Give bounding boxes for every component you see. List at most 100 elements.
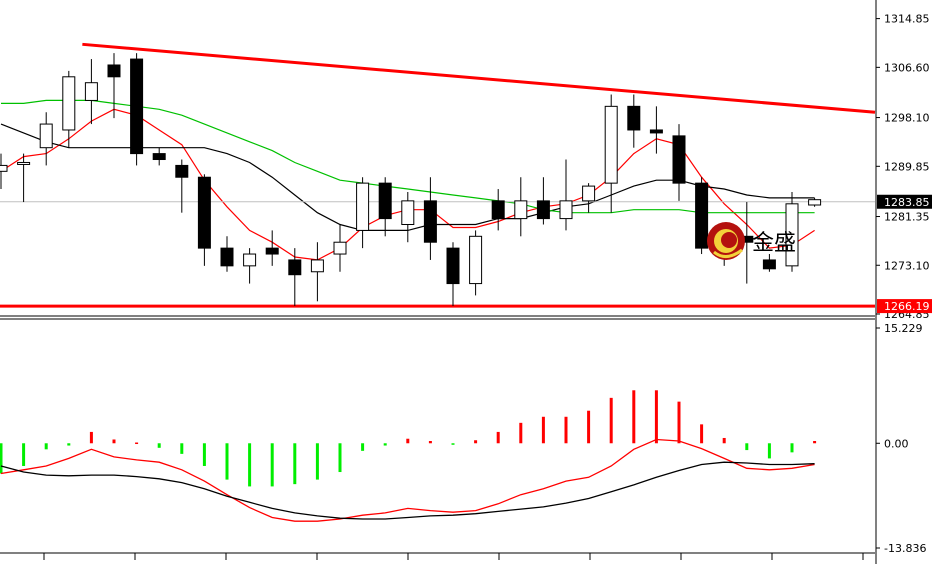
candle: [469, 230, 483, 296]
candle-body: [175, 164, 189, 178]
candle-body: [84, 82, 98, 101]
candle-body: [62, 76, 76, 131]
histogram-bar: [496, 431, 500, 444]
candle: [39, 112, 53, 166]
histogram-bar: [180, 443, 184, 454]
candle: [514, 177, 528, 237]
histogram-bar: [700, 424, 704, 444]
price-tick-label: 1281.35: [884, 211, 930, 224]
candle-body: [333, 241, 347, 255]
candle-body: [785, 203, 799, 267]
candle: [695, 177, 709, 255]
histogram-bar: [609, 397, 613, 444]
candle: [785, 192, 799, 272]
resistance-trendline: [82, 42, 876, 114]
price-tick-label: 1306.60: [884, 61, 930, 74]
candle-body: [695, 182, 709, 249]
histogram-bar: [406, 438, 410, 444]
histogram-bar: [519, 422, 523, 444]
candle-body: [310, 259, 324, 273]
price-tick-label: 1273.10: [884, 259, 930, 272]
candle: [243, 248, 257, 284]
candle: [0, 153, 8, 190]
histogram-bar: [202, 443, 206, 466]
price-panel: [0, 42, 876, 320]
candle: [84, 59, 98, 125]
candle-body: [220, 247, 234, 267]
histogram-bar: [632, 390, 636, 444]
candle-body: [423, 200, 437, 243]
candle: [378, 177, 392, 237]
logo-text: 金盛: [752, 231, 796, 256]
candle-body: [808, 199, 822, 206]
support-price-tag: [877, 299, 932, 314]
histogram-bar: [293, 443, 297, 485]
histogram-bar: [44, 443, 48, 450]
candle-body: [39, 123, 53, 149]
histogram-bar: [790, 443, 794, 453]
histogram-bar: [587, 410, 591, 444]
candle-body: [536, 200, 550, 220]
candle: [401, 192, 415, 243]
histogram-bar: [745, 443, 749, 451]
histogram-bar: [677, 401, 681, 444]
candle-body: [197, 176, 211, 249]
histogram-bar: [157, 443, 161, 448]
candle-body: [288, 259, 302, 276]
candle-body: [514, 200, 528, 220]
histogram-bar: [112, 439, 116, 444]
histogram-bar: [338, 443, 342, 473]
candle-body: [649, 129, 663, 134]
candle: [175, 159, 189, 213]
candle: [62, 70, 76, 148]
histogram-bar: [813, 441, 817, 444]
histogram-bar: [767, 443, 771, 459]
support-price-label: 1266.19: [884, 300, 930, 313]
indicator-line: [0, 438, 815, 522]
candle-body: [0, 164, 8, 172]
histogram-bar: [451, 443, 455, 445]
candle: [265, 230, 279, 266]
indicator-tick-label: 0.00: [884, 437, 909, 450]
candle: [491, 189, 505, 231]
candle: [220, 236, 234, 272]
current-price-label: 1283.85: [884, 196, 930, 209]
candle: [604, 94, 618, 213]
candle: [152, 147, 166, 166]
histogram-bar: [722, 437, 726, 444]
histogram-bar: [135, 442, 139, 445]
histogram-bar: [248, 443, 252, 487]
candle: [559, 159, 573, 231]
candle-body: [130, 58, 144, 155]
candle: [310, 242, 324, 302]
histogram-bar: [564, 416, 568, 444]
histogram-bar: [383, 443, 387, 446]
histogram-bar: [428, 441, 432, 444]
histogram-bar: [474, 440, 478, 444]
candle: [423, 177, 437, 260]
histogram-bar: [541, 416, 545, 444]
histogram-bar: [89, 431, 93, 444]
candle-body: [762, 259, 776, 270]
candle: [808, 197, 822, 207]
candle-body: [604, 105, 618, 184]
candle: [107, 53, 121, 119]
candle-body: [627, 105, 641, 131]
candle: [17, 153, 31, 203]
indicator-axis: 15.229 0.00 -13.836: [876, 322, 926, 555]
candle-body: [243, 253, 257, 267]
candle-body: [491, 200, 505, 220]
price-axis: 1314.85 1306.60 1298.10 1289.85 1281.35 1273.…: [875, 0, 932, 564]
candle: [356, 177, 370, 249]
candle: [582, 183, 596, 213]
candle-body: [559, 200, 573, 220]
candle-body: [265, 247, 279, 255]
candle-body: [672, 135, 686, 184]
candle: [627, 94, 641, 148]
candle-body: [107, 64, 121, 78]
indicator-tick-label: -13.836: [884, 542, 926, 555]
candle: [672, 124, 686, 201]
candle: [333, 224, 347, 272]
histogram-bar: [654, 390, 658, 444]
